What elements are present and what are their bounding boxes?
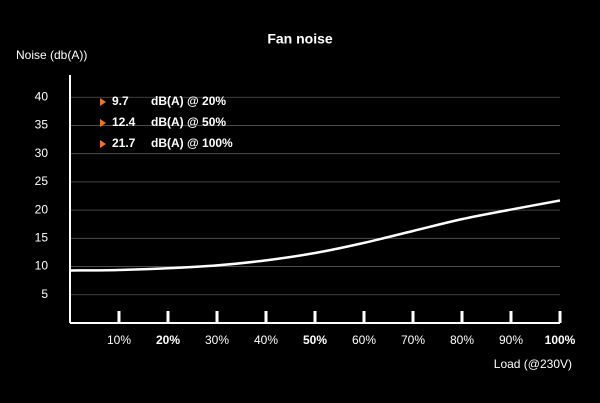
y-tick-label: 5 <box>41 287 48 301</box>
annotation-value: 21.7 <box>112 136 136 150</box>
y-tick-label: 15 <box>35 231 49 245</box>
annotation-marker <box>100 119 106 127</box>
annotation-marker <box>100 140 106 148</box>
x-tick-label: 100% <box>545 333 576 347</box>
y-axis-label: Noise (db(A)) <box>16 48 87 62</box>
x-tick-label: 50% <box>303 333 327 347</box>
y-tick-label: 20 <box>35 202 49 216</box>
y-tick-label: 10 <box>35 259 49 273</box>
y-tick-label: 30 <box>35 146 49 160</box>
y-tick-label: 25 <box>35 174 49 188</box>
y-tick-label: 40 <box>35 89 49 103</box>
x-axis-label: Load (@230V) <box>494 357 572 371</box>
annotation-value: 12.4 <box>112 115 136 129</box>
x-tick-label: 30% <box>205 333 229 347</box>
x-tick-label: 10% <box>107 333 131 347</box>
annotation-text: dB(A) @ 50% <box>151 115 226 129</box>
x-tick-label: 60% <box>352 333 376 347</box>
x-tick-label: 90% <box>499 333 523 347</box>
y-tick-label: 35 <box>35 118 49 132</box>
annotation-text: dB(A) @ 100% <box>151 136 233 150</box>
chart-title: Fan noise <box>267 31 333 47</box>
x-tick-label: 40% <box>254 333 278 347</box>
x-tick-label: 80% <box>450 333 474 347</box>
line <box>69 199 561 272</box>
annotation-text: dB(A) @ 20% <box>151 94 226 108</box>
x-tick-label: 70% <box>401 333 425 347</box>
x-tick-label: 20% <box>156 333 180 347</box>
annotation-value: 9.7 <box>112 94 129 108</box>
annotation-marker <box>100 98 106 106</box>
